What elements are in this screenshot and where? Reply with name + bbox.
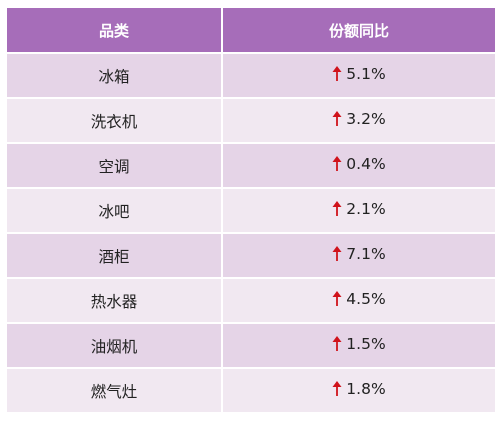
- arrow-up-icon: [332, 336, 342, 352]
- header-row: 品类 份额同比: [5, 6, 497, 54]
- yoy-change-cell: 7.1%: [221, 232, 497, 279]
- table-row: 空调 0.4%: [5, 142, 497, 189]
- yoy-change-cell: 1.8%: [221, 367, 497, 414]
- yoy-change-value: 5.1%: [346, 65, 386, 83]
- category-cell: 冰吧: [5, 187, 223, 234]
- yoy-change-value: 3.2%: [346, 110, 386, 128]
- header-yoy-change: 份额同比: [221, 6, 497, 54]
- yoy-change-cell: 1.5%: [221, 322, 497, 369]
- category-cell: 洗衣机: [5, 97, 223, 144]
- table-row: 燃气灶 1.8%: [5, 367, 497, 414]
- category-cell: 热水器: [5, 277, 223, 324]
- arrow-up-icon: [332, 381, 342, 397]
- arrow-up-icon: [332, 201, 342, 217]
- table-body: 冰箱 5.1% 洗衣机 3.2% 空调 0.4% 冰吧 2.1% 酒柜 7.1% 热水器 4.5% 油烟…: [5, 52, 497, 414]
- yoy-change-value: 0.4%: [346, 155, 386, 173]
- yoy-change-value-group: 7.1%: [332, 245, 386, 263]
- arrow-up-icon: [332, 291, 342, 307]
- share-table: 品类 份额同比 冰箱 5.1% 洗衣机 3.2% 空调 0.4% 冰吧 2.1% 酒柜 7.1% 热…: [5, 6, 497, 414]
- yoy-change-value: 1.8%: [346, 380, 386, 398]
- yoy-change-cell: 3.2%: [221, 97, 497, 144]
- arrow-up-icon: [332, 156, 342, 172]
- category-cell: 油烟机: [5, 322, 223, 369]
- yoy-change-cell: 5.1%: [221, 52, 497, 99]
- table-row: 冰箱 5.1%: [5, 52, 497, 99]
- category-cell: 酒柜: [5, 232, 223, 279]
- yoy-change-value-group: 1.8%: [332, 380, 386, 398]
- category-cell: 空调: [5, 142, 223, 189]
- category-cell: 燃气灶: [5, 367, 223, 414]
- yoy-change-value-group: 3.2%: [332, 110, 386, 128]
- category-cell: 冰箱: [5, 52, 223, 99]
- header-category: 品类: [5, 6, 223, 54]
- table-row: 热水器 4.5%: [5, 277, 497, 324]
- yoy-change-value: 4.5%: [346, 290, 386, 308]
- share-table-container: 品类 份额同比 冰箱 5.1% 洗衣机 3.2% 空调 0.4% 冰吧 2.1% 酒柜 7.1% 热…: [5, 6, 497, 425]
- yoy-change-cell: 0.4%: [221, 142, 497, 189]
- yoy-change-value-group: 5.1%: [332, 65, 386, 83]
- arrow-up-icon: [332, 111, 342, 127]
- yoy-change-value-group: 4.5%: [332, 290, 386, 308]
- yoy-change-cell: 2.1%: [221, 187, 497, 234]
- arrow-up-icon: [332, 246, 342, 262]
- yoy-change-value: 2.1%: [346, 200, 386, 218]
- table-row: 酒柜 7.1%: [5, 232, 497, 279]
- yoy-change-value: 7.1%: [346, 245, 386, 263]
- table-row: 洗衣机 3.2%: [5, 97, 497, 144]
- arrow-up-icon: [332, 66, 342, 82]
- table-row: 冰吧 2.1%: [5, 187, 497, 234]
- yoy-change-value-group: 2.1%: [332, 200, 386, 218]
- yoy-change-value-group: 1.5%: [332, 335, 386, 353]
- yoy-change-value: 1.5%: [346, 335, 386, 353]
- yoy-change-value-group: 0.4%: [332, 155, 386, 173]
- yoy-change-cell: 4.5%: [221, 277, 497, 324]
- table-row: 油烟机 1.5%: [5, 322, 497, 369]
